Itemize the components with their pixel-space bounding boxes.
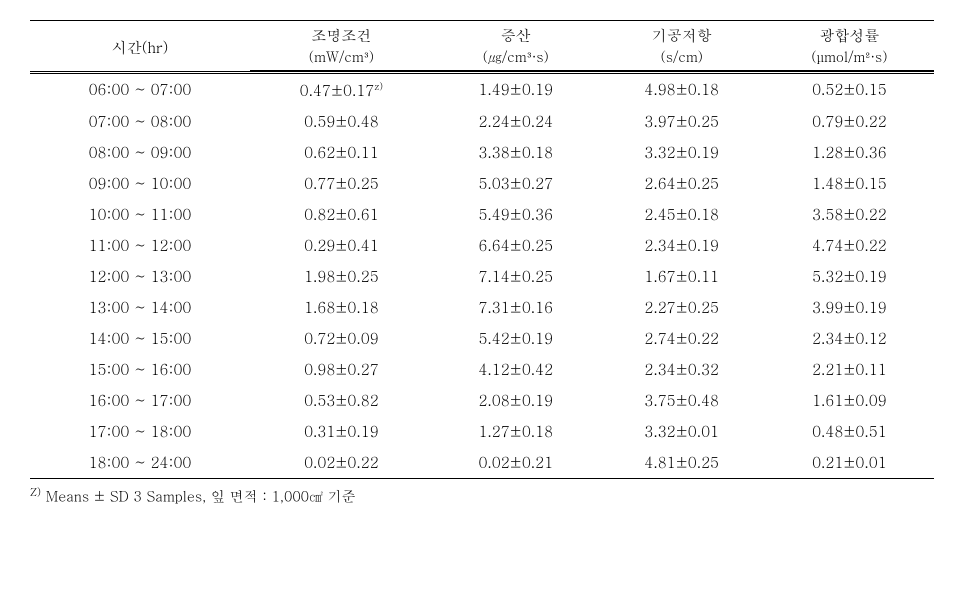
table-cell: 09:00 ~ 10:00 [30,168,250,199]
table-cell: 0.72±0.09 [250,323,433,354]
table-cell: 7.14±0.25 [433,261,599,292]
table-cell: 1.48±0.15 [765,168,934,199]
table-cell: 0.29±0.41 [250,230,433,261]
table-cell: 5.32±0.19 [765,261,934,292]
table-row: 18:00 ~ 24:000.02±0.220.02±0.214.81±0.25… [30,447,934,479]
table-cell: 06:00 ~ 07:00 [30,72,250,106]
table-header: 시간(hr) 조명조건 증산 기공저항 광합성률 (mW/cm³) (㎍/cm³… [30,21,934,73]
table-cell: 5.49±0.36 [433,199,599,230]
table-cell: 1.49±0.19 [433,72,599,106]
table-cell: 2.74±0.22 [599,323,765,354]
table-cell: 4.74±0.22 [765,230,934,261]
table-cell: 08:00 ~ 09:00 [30,137,250,168]
table-row: 11:00 ~ 12:000.29±0.416.64±0.252.34±0.19… [30,230,934,261]
table-cell: 0.59±0.48 [250,106,433,137]
table-cell: 2.34±0.19 [599,230,765,261]
table-cell: 15:00 ~ 16:00 [30,354,250,385]
table-cell: 17:00 ~ 18:00 [30,416,250,447]
col-unit-stomatal: (s/cm) [599,46,765,71]
col-header-transpiration: 증산 [433,21,599,47]
table-cell: 6.64±0.25 [433,230,599,261]
table-cell: 1.67±0.11 [599,261,765,292]
table-cell: 1.98±0.25 [250,261,433,292]
col-unit-light: (mW/cm³) [250,46,433,71]
table-row: 09:00 ~ 10:000.77±0.255.03±0.272.64±0.25… [30,168,934,199]
table-cell: 3.32±0.19 [599,137,765,168]
table-row: 10:00 ~ 11:000.82±0.615.49±0.362.45±0.18… [30,199,934,230]
table-cell: 0.48±0.51 [765,416,934,447]
col-header-photosynthesis: 광합성률 [765,21,934,47]
table-cell: 1.27±0.18 [433,416,599,447]
table-cell: 3.38±0.18 [433,137,599,168]
table-cell: 5.42±0.19 [433,323,599,354]
table-cell: 2.08±0.19 [433,385,599,416]
table-cell: 1.68±0.18 [250,292,433,323]
table-cell: 4.12±0.42 [433,354,599,385]
table-cell: 5.03±0.27 [433,168,599,199]
table-cell: 2.21±0.11 [765,354,934,385]
table-cell: 0.77±0.25 [250,168,433,199]
table-cell: 0.52±0.15 [765,72,934,106]
table-cell: 13:00 ~ 14:00 [30,292,250,323]
table-row: 15:00 ~ 16:000.98±0.274.12±0.422.34±0.32… [30,354,934,385]
header-row-labels: 시간(hr) 조명조건 증산 기공저항 광합성률 [30,21,934,47]
physiology-time-table: 시간(hr) 조명조건 증산 기공저항 광합성률 (mW/cm³) (㎍/cm³… [30,20,934,479]
table-cell: 0.53±0.82 [250,385,433,416]
col-header-time: 시간(hr) [30,21,250,71]
table-cell: 0.02±0.21 [433,447,599,479]
table-cell: 0.62±0.11 [250,137,433,168]
table-row: 06:00 ~ 07:000.47±0.17z)1.49±0.194.98±0.… [30,72,934,106]
table-cell: 3.75±0.48 [599,385,765,416]
table-cell: 14:00 ~ 15:00 [30,323,250,354]
table-cell: 10:00 ~ 11:00 [30,199,250,230]
footnote-marker: Z) [30,485,41,500]
table-cell: 0.82±0.61 [250,199,433,230]
table-cell: 2.64±0.25 [599,168,765,199]
table-cell: 0.21±0.01 [765,447,934,479]
table-cell: 2.34±0.32 [599,354,765,385]
table-row: 08:00 ~ 09:000.62±0.113.38±0.183.32±0.19… [30,137,934,168]
table-cell: 7.31±0.16 [433,292,599,323]
table-row: 14:00 ~ 15:000.72±0.095.42±0.192.74±0.22… [30,323,934,354]
table-cell: 1.61±0.09 [765,385,934,416]
table-cell: 0.79±0.22 [765,106,934,137]
table-cell: 0.31±0.19 [250,416,433,447]
table-row: 13:00 ~ 14:001.68±0.187.31±0.162.27±0.25… [30,292,934,323]
footnote-text: Means ± SD 3 Samples, 잎 면적 : 1,000㎠ 기준 [46,485,356,505]
table-cell: 3.58±0.22 [765,199,934,230]
table-cell: 2.27±0.25 [599,292,765,323]
table-cell: 0.98±0.27 [250,354,433,385]
table-cell: 3.32±0.01 [599,416,765,447]
table-cell: 16:00 ~ 17:00 [30,385,250,416]
col-unit-photosynthesis: (µmol/m²·s) [765,46,934,71]
table-row: 16:00 ~ 17:000.53±0.822.08±0.193.75±0.48… [30,385,934,416]
col-header-light: 조명조건 [250,21,433,47]
first-row-sup: z) [374,79,383,93]
table-cell: 1.28±0.36 [765,137,934,168]
table-cell: 4.98±0.18 [599,72,765,106]
table-cell: 3.99±0.19 [765,292,934,323]
table-cell: 07:00 ~ 08:00 [30,106,250,137]
table-cell: 2.24±0.24 [433,106,599,137]
col-header-stomatal: 기공저항 [599,21,765,47]
data-table-container: 시간(hr) 조명조건 증산 기공저항 광합성률 (mW/cm³) (㎍/cm³… [30,20,934,505]
table-cell: 2.45±0.18 [599,199,765,230]
table-cell: 0.47±0.17z) [250,72,433,106]
table-cell: 3.97±0.25 [599,106,765,137]
table-row: 07:00 ~ 08:000.59±0.482.24±0.243.97±0.25… [30,106,934,137]
table-footnote: Z) Means ± SD 3 Samples, 잎 면적 : 1,000㎠ 기… [30,479,934,506]
table-cell: 0.02±0.22 [250,447,433,479]
table-row: 17:00 ~ 18:000.31±0.191.27±0.183.32±0.01… [30,416,934,447]
table-row: 12:00 ~ 13:001.98±0.257.14±0.251.67±0.11… [30,261,934,292]
col-unit-transpiration: (㎍/cm³·s) [433,46,599,71]
table-cell: 18:00 ~ 24:00 [30,447,250,479]
table-body: 06:00 ~ 07:000.47±0.17z)1.49±0.194.98±0.… [30,72,934,478]
table-cell: 4.81±0.25 [599,447,765,479]
table-cell: 11:00 ~ 12:00 [30,230,250,261]
table-cell: 12:00 ~ 13:00 [30,261,250,292]
table-cell: 2.34±0.12 [765,323,934,354]
